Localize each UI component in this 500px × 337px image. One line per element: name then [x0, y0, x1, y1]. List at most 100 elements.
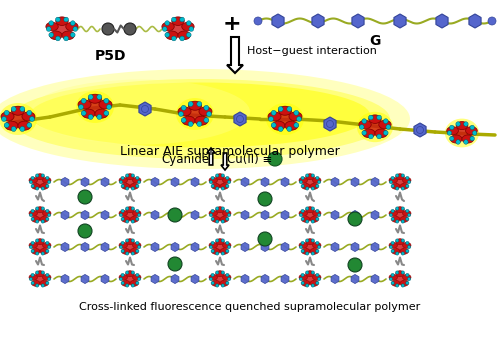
Circle shape	[204, 105, 209, 110]
Ellipse shape	[88, 94, 102, 103]
Circle shape	[126, 220, 129, 223]
Polygon shape	[436, 14, 448, 28]
Circle shape	[301, 184, 304, 188]
Circle shape	[48, 213, 50, 217]
Polygon shape	[414, 123, 426, 137]
Ellipse shape	[209, 177, 218, 183]
Ellipse shape	[216, 211, 224, 219]
Circle shape	[178, 112, 184, 117]
Ellipse shape	[299, 242, 308, 248]
Polygon shape	[191, 178, 199, 187]
Ellipse shape	[456, 128, 468, 138]
Ellipse shape	[278, 106, 291, 115]
Ellipse shape	[392, 216, 400, 222]
Circle shape	[268, 117, 274, 122]
Circle shape	[102, 23, 114, 35]
Circle shape	[311, 239, 314, 242]
Ellipse shape	[50, 31, 62, 40]
Circle shape	[447, 131, 452, 135]
Circle shape	[386, 125, 390, 129]
Polygon shape	[101, 178, 109, 187]
Circle shape	[36, 220, 39, 223]
Circle shape	[216, 207, 219, 210]
Ellipse shape	[445, 119, 479, 147]
Circle shape	[120, 213, 122, 217]
Circle shape	[31, 241, 34, 245]
Circle shape	[406, 209, 409, 213]
Circle shape	[41, 252, 44, 255]
Circle shape	[311, 220, 314, 223]
Ellipse shape	[130, 280, 138, 286]
Circle shape	[78, 104, 84, 110]
Circle shape	[278, 106, 283, 112]
Polygon shape	[234, 112, 246, 126]
Ellipse shape	[306, 275, 314, 283]
Ellipse shape	[402, 210, 411, 216]
Circle shape	[406, 217, 409, 221]
Ellipse shape	[126, 275, 134, 283]
Polygon shape	[324, 117, 336, 131]
Ellipse shape	[392, 183, 400, 189]
Circle shape	[131, 187, 134, 190]
Circle shape	[390, 277, 392, 281]
Ellipse shape	[119, 274, 128, 280]
Circle shape	[36, 174, 39, 177]
Circle shape	[197, 121, 202, 126]
Circle shape	[210, 245, 212, 249]
Polygon shape	[81, 210, 89, 219]
Circle shape	[301, 209, 304, 213]
Ellipse shape	[379, 120, 391, 129]
Polygon shape	[81, 274, 89, 283]
Polygon shape	[331, 274, 339, 283]
Ellipse shape	[389, 210, 398, 216]
Ellipse shape	[36, 271, 44, 277]
Polygon shape	[371, 242, 379, 251]
Ellipse shape	[302, 248, 310, 254]
Ellipse shape	[357, 112, 393, 142]
Circle shape	[211, 176, 214, 180]
Ellipse shape	[302, 280, 310, 286]
Circle shape	[311, 174, 314, 177]
Ellipse shape	[216, 271, 224, 277]
Circle shape	[120, 277, 122, 281]
Circle shape	[311, 252, 314, 255]
Circle shape	[168, 257, 182, 271]
Polygon shape	[281, 178, 289, 187]
Circle shape	[186, 21, 191, 26]
Ellipse shape	[199, 107, 212, 116]
Ellipse shape	[450, 135, 462, 143]
Circle shape	[121, 241, 124, 245]
Circle shape	[131, 207, 134, 210]
Ellipse shape	[289, 112, 302, 121]
Ellipse shape	[306, 207, 314, 213]
Circle shape	[46, 184, 49, 188]
Circle shape	[221, 284, 224, 287]
Circle shape	[131, 271, 134, 274]
Circle shape	[46, 27, 51, 31]
Ellipse shape	[82, 109, 95, 118]
Ellipse shape	[299, 274, 308, 280]
Circle shape	[258, 192, 272, 206]
Circle shape	[318, 245, 320, 249]
Ellipse shape	[310, 280, 318, 286]
Ellipse shape	[216, 239, 224, 245]
Ellipse shape	[1, 112, 14, 121]
Ellipse shape	[400, 183, 408, 189]
Ellipse shape	[22, 112, 35, 121]
Ellipse shape	[392, 248, 400, 254]
Circle shape	[396, 174, 399, 177]
Circle shape	[165, 21, 170, 26]
Ellipse shape	[209, 274, 218, 280]
Ellipse shape	[268, 112, 281, 121]
Ellipse shape	[396, 174, 404, 180]
Ellipse shape	[42, 274, 51, 280]
Circle shape	[306, 207, 309, 210]
Ellipse shape	[32, 248, 40, 254]
Polygon shape	[371, 178, 379, 187]
Ellipse shape	[396, 243, 404, 251]
Polygon shape	[261, 210, 269, 219]
Ellipse shape	[466, 127, 477, 135]
Circle shape	[408, 277, 410, 281]
Circle shape	[30, 277, 32, 281]
Circle shape	[401, 187, 404, 190]
